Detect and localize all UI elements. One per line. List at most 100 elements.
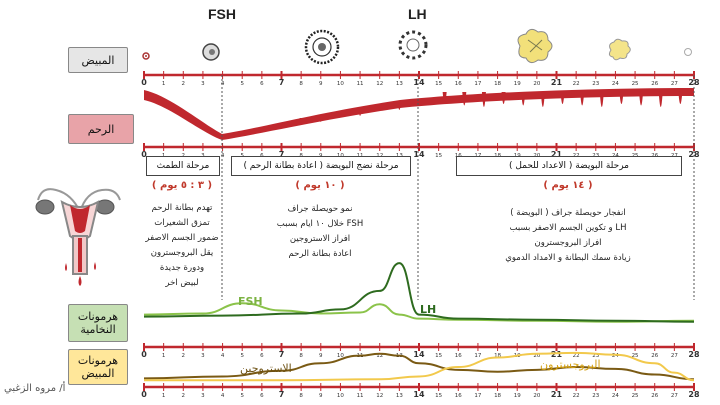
axis-tick-label: 24 bbox=[612, 393, 619, 399]
axis-tick-label: 26 bbox=[651, 353, 658, 359]
axis-tick-label: 27 bbox=[671, 353, 678, 359]
lining-gland bbox=[397, 103, 401, 110]
lining-gland bbox=[501, 92, 506, 104]
axis-tick-label: 17 bbox=[474, 393, 481, 399]
axis-tick-label: 15 bbox=[435, 153, 442, 159]
axis-tick-label: 28 bbox=[688, 350, 700, 359]
axis-tick-label: 14 bbox=[413, 78, 425, 87]
phase-2-line: اعادة بطانة الرحم bbox=[288, 249, 352, 259]
axis-tick-label: 20 bbox=[533, 81, 540, 87]
lining-gland bbox=[442, 92, 447, 104]
phase-3-title: مرحلة البويضة ( الاعداد للحمل ) bbox=[456, 156, 682, 176]
lining-gland bbox=[521, 92, 526, 106]
ovarian-hormone-chart bbox=[143, 351, 695, 382]
axis-tick-label: 5 bbox=[240, 353, 244, 359]
axis-tick-label: 21 bbox=[551, 78, 563, 87]
lining-gland bbox=[358, 109, 362, 116]
axis-tick-label: 4 bbox=[221, 353, 225, 359]
axis-tick-label: 16 bbox=[455, 353, 462, 359]
lining-gland bbox=[599, 92, 604, 107]
phase-3-line: انفجار حويصلة جراف ( البويضة ) bbox=[510, 208, 626, 218]
axis-tick-label: 1 bbox=[162, 353, 166, 359]
lining-gland bbox=[540, 92, 545, 107]
axis-tick-label: 22 bbox=[573, 81, 580, 87]
lh-header: LH bbox=[408, 6, 427, 22]
axis-tick-label: 27 bbox=[671, 393, 678, 399]
axis-tick-label: 8 bbox=[299, 353, 303, 359]
axis-tick-label: 19 bbox=[514, 81, 521, 87]
axis-tick-label: 3 bbox=[201, 393, 205, 399]
axis-tick-label: 2 bbox=[182, 393, 186, 399]
axis-tick-label: 28 bbox=[688, 78, 700, 87]
phase-2-line: خلال ١٠ ايام بسبب FSH bbox=[276, 219, 364, 229]
phase-1-line: لبيض اخر bbox=[165, 278, 199, 288]
ovary-label: المبيض bbox=[68, 47, 128, 73]
axis-tick-label: 25 bbox=[632, 81, 639, 87]
axis-tick-label: 24 bbox=[612, 353, 619, 359]
lining-gland bbox=[560, 92, 565, 104]
phase-3-line: و تكوين الجسم الاصفر بسبب LH bbox=[509, 223, 627, 233]
lining-gland bbox=[678, 92, 683, 104]
phase-1-line: ودورة جديدة bbox=[159, 263, 205, 273]
fsh-header: FSH bbox=[208, 6, 236, 22]
axis-tick-label: 4 bbox=[221, 393, 225, 399]
axis-tick-label: 9 bbox=[319, 353, 323, 359]
axis-tick-label: 4 bbox=[221, 81, 225, 87]
axis-tick-label: 8 bbox=[299, 393, 303, 399]
axis-tick-label: 7 bbox=[279, 150, 285, 159]
uterus-lining-graphic bbox=[144, 88, 694, 140]
axis-tick-label: 9 bbox=[319, 81, 323, 87]
axis-tick-label: 12 bbox=[376, 393, 383, 399]
hormone-series-line bbox=[143, 352, 695, 381]
corpus-luteum-icon bbox=[517, 28, 553, 64]
phase-1-days: ( ٣ : ٥ يوم ) bbox=[151, 180, 213, 191]
lining-gland bbox=[658, 92, 663, 107]
axis-tick-label: 21 bbox=[551, 350, 563, 359]
axis-tick-label: 25 bbox=[632, 393, 639, 399]
axis-tick-label: 23 bbox=[592, 393, 599, 399]
lining-gland bbox=[378, 106, 382, 111]
axis-tick-label: 7 bbox=[279, 390, 285, 399]
lh-curve-label: LH bbox=[420, 303, 436, 316]
axis-tick-label: 18 bbox=[494, 353, 501, 359]
lining-gland bbox=[580, 92, 585, 106]
pituitary-hormones-label: هرمونات النخامية bbox=[68, 304, 128, 342]
axis-tick-label: 0 bbox=[141, 150, 147, 159]
estrogen-curve-label: الاستروجين bbox=[240, 362, 292, 375]
ovarian-hormones-label: هرمونات المبيض bbox=[68, 349, 128, 385]
axis-tick-label: 13 bbox=[396, 393, 403, 399]
axis-tick-label: 17 bbox=[474, 353, 481, 359]
axis-tick-label: 9 bbox=[319, 393, 323, 399]
axis-tick-label: 26 bbox=[651, 393, 658, 399]
hormone-series-line bbox=[143, 302, 695, 323]
corpus-albicans-icon bbox=[684, 48, 692, 56]
axis-tick-label: 18 bbox=[494, 81, 501, 87]
axis-tick-label: 15 bbox=[435, 393, 442, 399]
phase-1-line: تهدم بطانة الرحم bbox=[151, 203, 213, 213]
phase-3-description: انفجار حويصلة جراف ( البويضة ) و تكوين ا… bbox=[456, 206, 680, 266]
hormone-series-line bbox=[144, 351, 695, 382]
axis-tick-label: 21 bbox=[551, 390, 563, 399]
axis-tick-label: 6 bbox=[260, 353, 264, 359]
axis-tick-label: 2 bbox=[182, 353, 186, 359]
fsh-curve-label: FSH bbox=[238, 295, 263, 308]
axis-tick-label: 10 bbox=[337, 393, 344, 399]
uterus-label: الرحم bbox=[68, 114, 134, 144]
axis-tick-label: 19 bbox=[514, 393, 521, 399]
axis-tick-label: 11 bbox=[357, 81, 364, 87]
axis-tick-label: 5 bbox=[240, 393, 244, 399]
axis-tick-label: 14 bbox=[413, 150, 425, 159]
axis-tick-label: 10 bbox=[337, 81, 344, 87]
author-credit: أ/ مروه الزغبي bbox=[4, 383, 66, 394]
phase-3-days: ( ١٤ يوم ) bbox=[543, 180, 593, 191]
phase-1-line: يقل البروجسترون bbox=[150, 248, 214, 258]
lining-gland bbox=[639, 92, 644, 106]
axis-tick-label: 10 bbox=[337, 353, 344, 359]
axis-tick-label: 13 bbox=[396, 81, 403, 87]
phase-3-line: افراز البروجسترون bbox=[534, 238, 602, 248]
axis-tick-label: 3 bbox=[201, 81, 205, 87]
ruptured-follicle-icon bbox=[398, 30, 428, 60]
axis-tick-label: 16 bbox=[455, 81, 462, 87]
